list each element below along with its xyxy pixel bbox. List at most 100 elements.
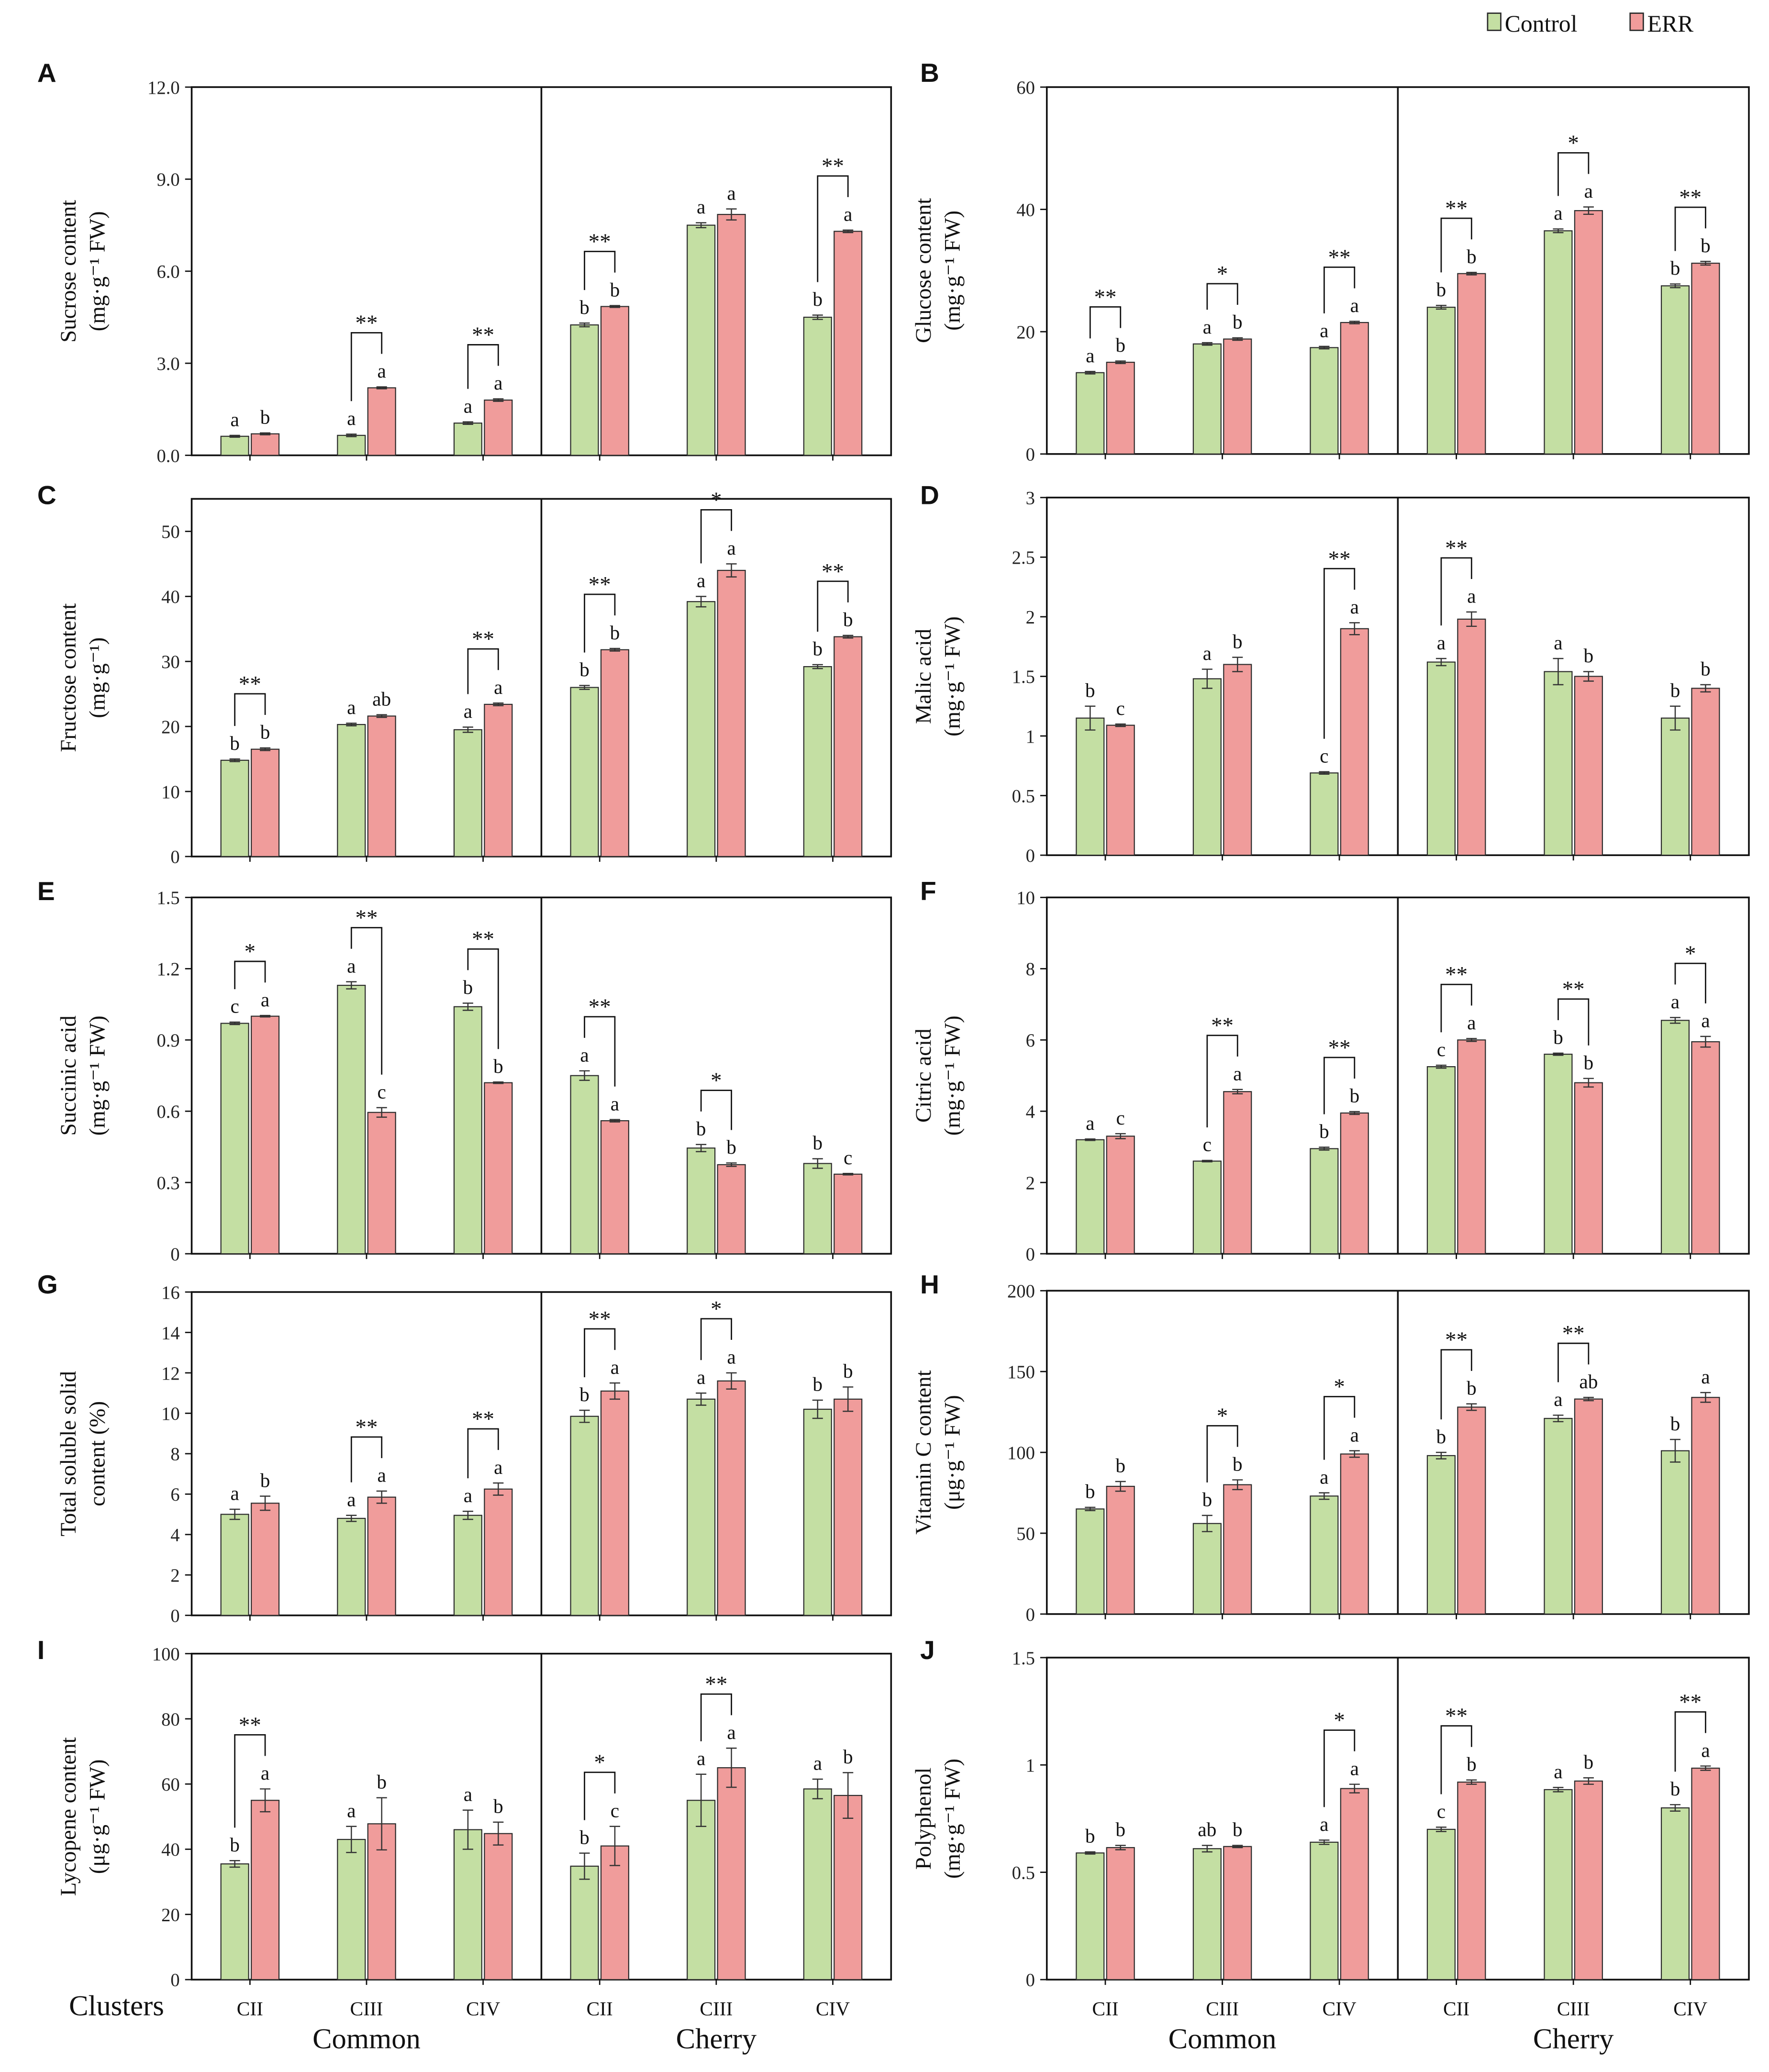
control-bar <box>1310 1148 1339 1255</box>
error-bar <box>1115 1481 1126 1492</box>
error-bar <box>1435 657 1446 667</box>
error-bar <box>726 208 737 221</box>
significance-letter: b <box>812 288 823 310</box>
error-bar <box>1583 671 1594 682</box>
error-bar <box>376 386 387 390</box>
error-bar <box>1669 1804 1681 1812</box>
y-tick-label: 150 <box>1007 1362 1035 1382</box>
error-bar <box>812 1778 823 1800</box>
significance-bracket <box>700 1693 732 1741</box>
y-tick-label: 4 <box>170 1526 179 1546</box>
err-bar <box>251 1015 280 1255</box>
significance-bracket <box>234 960 266 990</box>
control-bar <box>1076 372 1105 455</box>
error-bar <box>696 222 707 228</box>
significance-stars: ** <box>589 994 611 1019</box>
significance-letter: b <box>260 406 270 428</box>
control-bar <box>1076 717 1105 856</box>
y-axis-label: (μg·g⁻¹ FW) <box>940 1395 965 1510</box>
err-bar <box>367 715 396 858</box>
significance-stars: ** <box>1562 977 1585 1002</box>
error-bar <box>1232 337 1243 341</box>
y-tick-label: 0.3 <box>156 1173 179 1193</box>
y-tick-label: 0.0 <box>156 446 179 466</box>
control-bar <box>1192 678 1222 856</box>
y-axis-label: (mg·g⁻¹ FW) <box>940 211 965 331</box>
err-bar <box>1106 361 1135 455</box>
significance-letter: b <box>1233 1818 1243 1840</box>
error-bar <box>229 1860 240 1868</box>
significance-letter: c <box>378 1081 386 1103</box>
significance-stars: ** <box>472 1407 494 1432</box>
control-bar <box>337 984 366 1255</box>
error-bar <box>1669 1017 1681 1024</box>
control-bar <box>1310 772 1339 856</box>
significance-letter: a <box>347 955 356 977</box>
significance-letter: c <box>1116 1107 1125 1129</box>
control-bar <box>1076 1139 1105 1255</box>
err-bar <box>834 1173 863 1255</box>
y-tick-label: 0.5 <box>1012 786 1035 806</box>
err-bar <box>367 387 396 456</box>
y-tick-label: 1 <box>1026 1756 1035 1776</box>
significance-stars: * <box>1685 941 1696 966</box>
panel-label: D <box>920 480 939 510</box>
significance-stars: ** <box>1328 245 1351 270</box>
significance-letter: a <box>1554 1760 1562 1782</box>
error-bar <box>1669 705 1681 731</box>
significance-letter: c <box>844 1147 852 1169</box>
err-bar <box>834 1794 863 1981</box>
significance-letter: c <box>1116 697 1125 719</box>
err-bar <box>1691 262 1720 455</box>
error-bar <box>1202 342 1213 346</box>
significance-letter: a <box>1554 1388 1562 1410</box>
significance-stars: ** <box>239 1713 261 1738</box>
significance-bracket <box>1440 983 1472 1033</box>
error-bar <box>1115 1845 1126 1850</box>
group-label-cherry: Cherry <box>1533 2023 1614 2055</box>
significance-letter: a <box>1203 642 1212 664</box>
significance-stars: ** <box>239 671 261 696</box>
significance-stars: * <box>1334 1374 1345 1399</box>
control-bar <box>687 601 716 858</box>
x-category-label: CII <box>237 1997 263 2019</box>
significance-bracket <box>1440 557 1472 626</box>
err-bar <box>600 649 630 858</box>
control-bar <box>337 434 366 456</box>
significance-letter: a <box>611 1356 619 1378</box>
control-bar <box>1192 343 1222 455</box>
y-tick-label: 2 <box>170 1566 179 1586</box>
err-bar <box>367 1112 396 1255</box>
significance-letter: a <box>1350 1757 1359 1779</box>
err-bar <box>1223 1484 1252 1615</box>
err-bar <box>834 1398 863 1616</box>
significance-letter: a <box>1320 320 1328 342</box>
significance-stars: ** <box>1094 285 1117 310</box>
significance-letter: a <box>230 409 239 431</box>
error-bar <box>346 434 357 437</box>
significance-stars: ** <box>705 1672 727 1697</box>
y-tick-label: 20 <box>1016 323 1035 343</box>
error-bar <box>1319 345 1330 350</box>
control-bar <box>1660 717 1690 856</box>
control-bar <box>1310 1841 1339 1981</box>
control-bar <box>1426 306 1456 455</box>
y-tick-label: 40 <box>161 587 180 607</box>
significance-letter: a <box>697 1747 705 1769</box>
err-bar <box>251 748 280 858</box>
error-bar <box>493 398 504 402</box>
error-bar <box>376 1797 387 1851</box>
y-axis-label: Total soluble solid <box>56 1371 81 1537</box>
significance-letter: b <box>1436 278 1446 301</box>
error-bar <box>1319 771 1330 775</box>
error-bar <box>1319 1839 1330 1845</box>
control-bar <box>1544 1789 1573 1981</box>
error-bar <box>229 434 240 438</box>
significance-letter: a <box>1233 1062 1242 1084</box>
control-bar <box>337 1517 366 1616</box>
y-tick-label: 100 <box>152 1645 180 1665</box>
err-bar <box>1691 1767 1720 1981</box>
significance-bracket <box>584 593 616 653</box>
significance-bracket <box>350 332 383 401</box>
legend-label-err: ERR <box>1647 11 1694 37</box>
